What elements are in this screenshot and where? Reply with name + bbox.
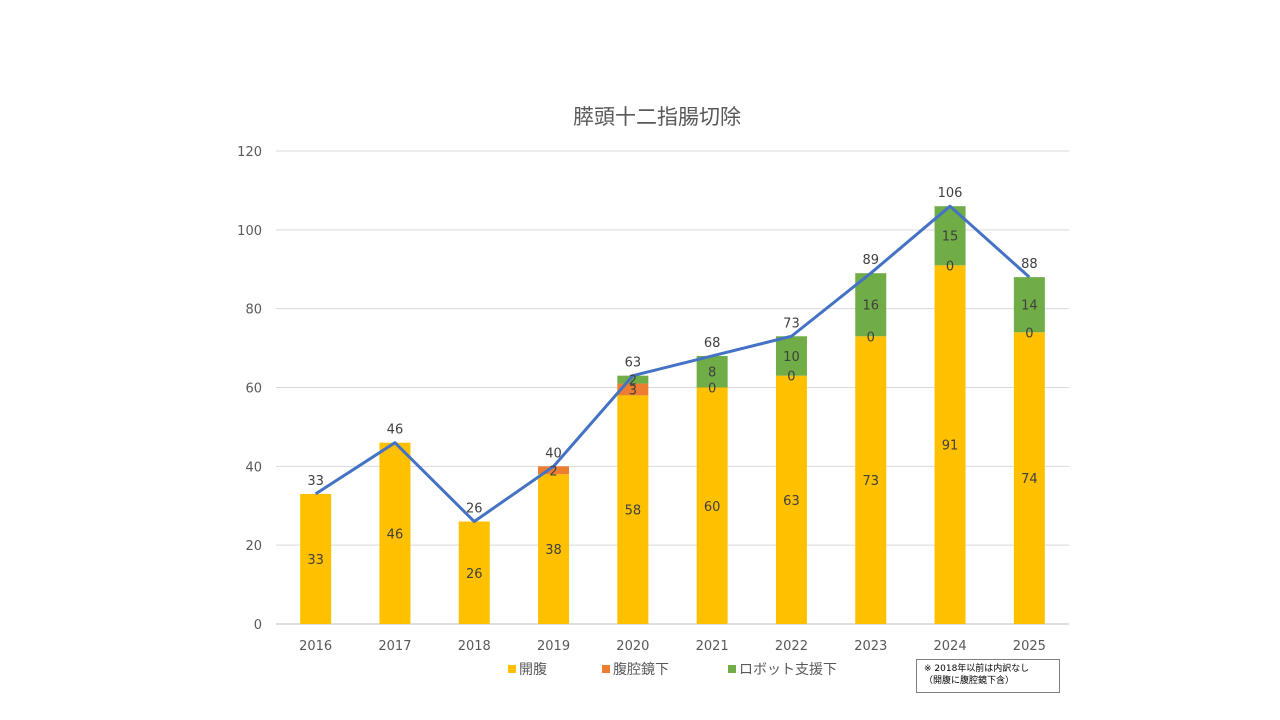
bar-segment	[934, 265, 966, 624]
bar-value-label: 63	[783, 494, 800, 509]
bar-segment	[775, 336, 807, 376]
bar-segment	[696, 387, 728, 624]
chart-title: 膵頭十二指腸切除	[573, 105, 741, 129]
y-tick-label: 0	[254, 618, 262, 633]
total-line	[314, 204, 1031, 524]
x-tick-label: 2016	[299, 639, 332, 654]
bar-value-label: 26	[466, 567, 483, 582]
x-tick-label: 2020	[616, 639, 649, 654]
total-series-line	[314, 204, 1031, 524]
y-tick-label: 80	[245, 303, 262, 318]
y-tick-label: 120	[237, 145, 262, 160]
bar-segment	[855, 336, 887, 624]
x-axis-ticks: 2016 2017 2018 2019 2020 2021 2022 2023 2024 2025	[299, 639, 1046, 654]
x-tick-label: 2021	[696, 639, 729, 654]
total-value-label: 46	[387, 423, 404, 438]
legend-swatch	[508, 665, 516, 673]
bar-segment	[300, 493, 332, 624]
data-labels: 3346263825832600863010730169101574014334…	[307, 186, 1037, 582]
bar-value-label: 0	[946, 259, 954, 274]
bar-value-label: 74	[1021, 472, 1038, 487]
x-tick-label: 2025	[1013, 639, 1046, 654]
bar-value-label: 0	[867, 330, 875, 345]
bar-value-label: 0	[787, 370, 795, 385]
x-tick-label: 2018	[458, 639, 491, 654]
x-tick-label: 2024	[934, 639, 967, 654]
bar-segment	[1013, 332, 1045, 624]
bar-segment	[617, 383, 649, 396]
y-tick-label: 20	[245, 539, 262, 554]
bar-segment	[1013, 277, 1045, 333]
x-tick-label: 2017	[378, 639, 411, 654]
bar-value-label: 14	[1021, 299, 1038, 314]
bar-value-label: 60	[704, 500, 721, 515]
footnote-line-2: （開腹に腹腔鏡下含）	[924, 676, 1015, 686]
bar-segment	[458, 521, 490, 624]
bar-value-label: 0	[708, 382, 716, 397]
y-tick-label: 40	[245, 460, 262, 475]
bar-segment	[775, 375, 807, 624]
legend: 開腹 腹腔鏡下 ロボット支援下	[508, 661, 837, 678]
legend-label: ロボット支援下	[739, 662, 837, 678]
bar-value-label: 38	[545, 543, 562, 558]
bar-value-label: 2	[549, 464, 557, 479]
bar-value-label: 10	[783, 350, 800, 365]
legend-label: 腹腔鏡下	[613, 661, 669, 678]
footnote-line-1: ※ 2018年以前は内訳なし	[924, 664, 1030, 674]
bar-value-label: 91	[942, 439, 959, 454]
bar-value-label: 3	[629, 383, 637, 398]
bar-value-label: 15	[942, 230, 959, 245]
total-value-label: 63	[625, 356, 642, 371]
x-tick-label: 2022	[775, 639, 808, 654]
y-tick-label: 60	[245, 382, 262, 397]
bar-value-label: 46	[387, 527, 404, 542]
bar-value-label: 16	[862, 299, 879, 314]
bar-value-label: 8	[708, 366, 716, 381]
x-tick-label: 2019	[537, 639, 570, 654]
x-tick-label: 2023	[854, 639, 887, 654]
total-value-label: 40	[545, 446, 562, 461]
bar-segment	[696, 355, 728, 388]
bar-segment	[617, 395, 649, 624]
bar-value-label: 73	[862, 474, 879, 489]
total-value-label: 89	[862, 253, 879, 268]
y-tick-label: 100	[237, 224, 262, 239]
bar-segment	[538, 466, 570, 475]
bar-value-label: 58	[625, 504, 642, 519]
bar-segment	[855, 273, 887, 337]
bar-value-label: 0	[1025, 326, 1033, 341]
total-value-label: 26	[466, 502, 483, 517]
bar-segment	[617, 375, 649, 384]
bar-segment	[379, 442, 411, 624]
footnote-box: ※ 2018年以前は内訳なし （開腹に腹腔鏡下含）	[916, 659, 1060, 693]
legend-swatch	[728, 665, 736, 673]
total-value-label: 73	[783, 316, 800, 331]
bar-segment	[538, 474, 570, 624]
bars	[300, 206, 1045, 624]
bar-value-label: 2	[629, 374, 637, 389]
total-value-label: 68	[704, 336, 721, 351]
total-value-label: 33	[307, 474, 324, 489]
bar-value-label: 33	[307, 553, 324, 568]
legend-swatch	[602, 665, 610, 673]
total-value-label: 88	[1021, 257, 1038, 272]
total-value-label: 106	[938, 186, 963, 201]
legend-label: 開腹	[519, 661, 547, 678]
y-axis-ticks: 0 20 40 60 80 100 120	[237, 145, 262, 633]
